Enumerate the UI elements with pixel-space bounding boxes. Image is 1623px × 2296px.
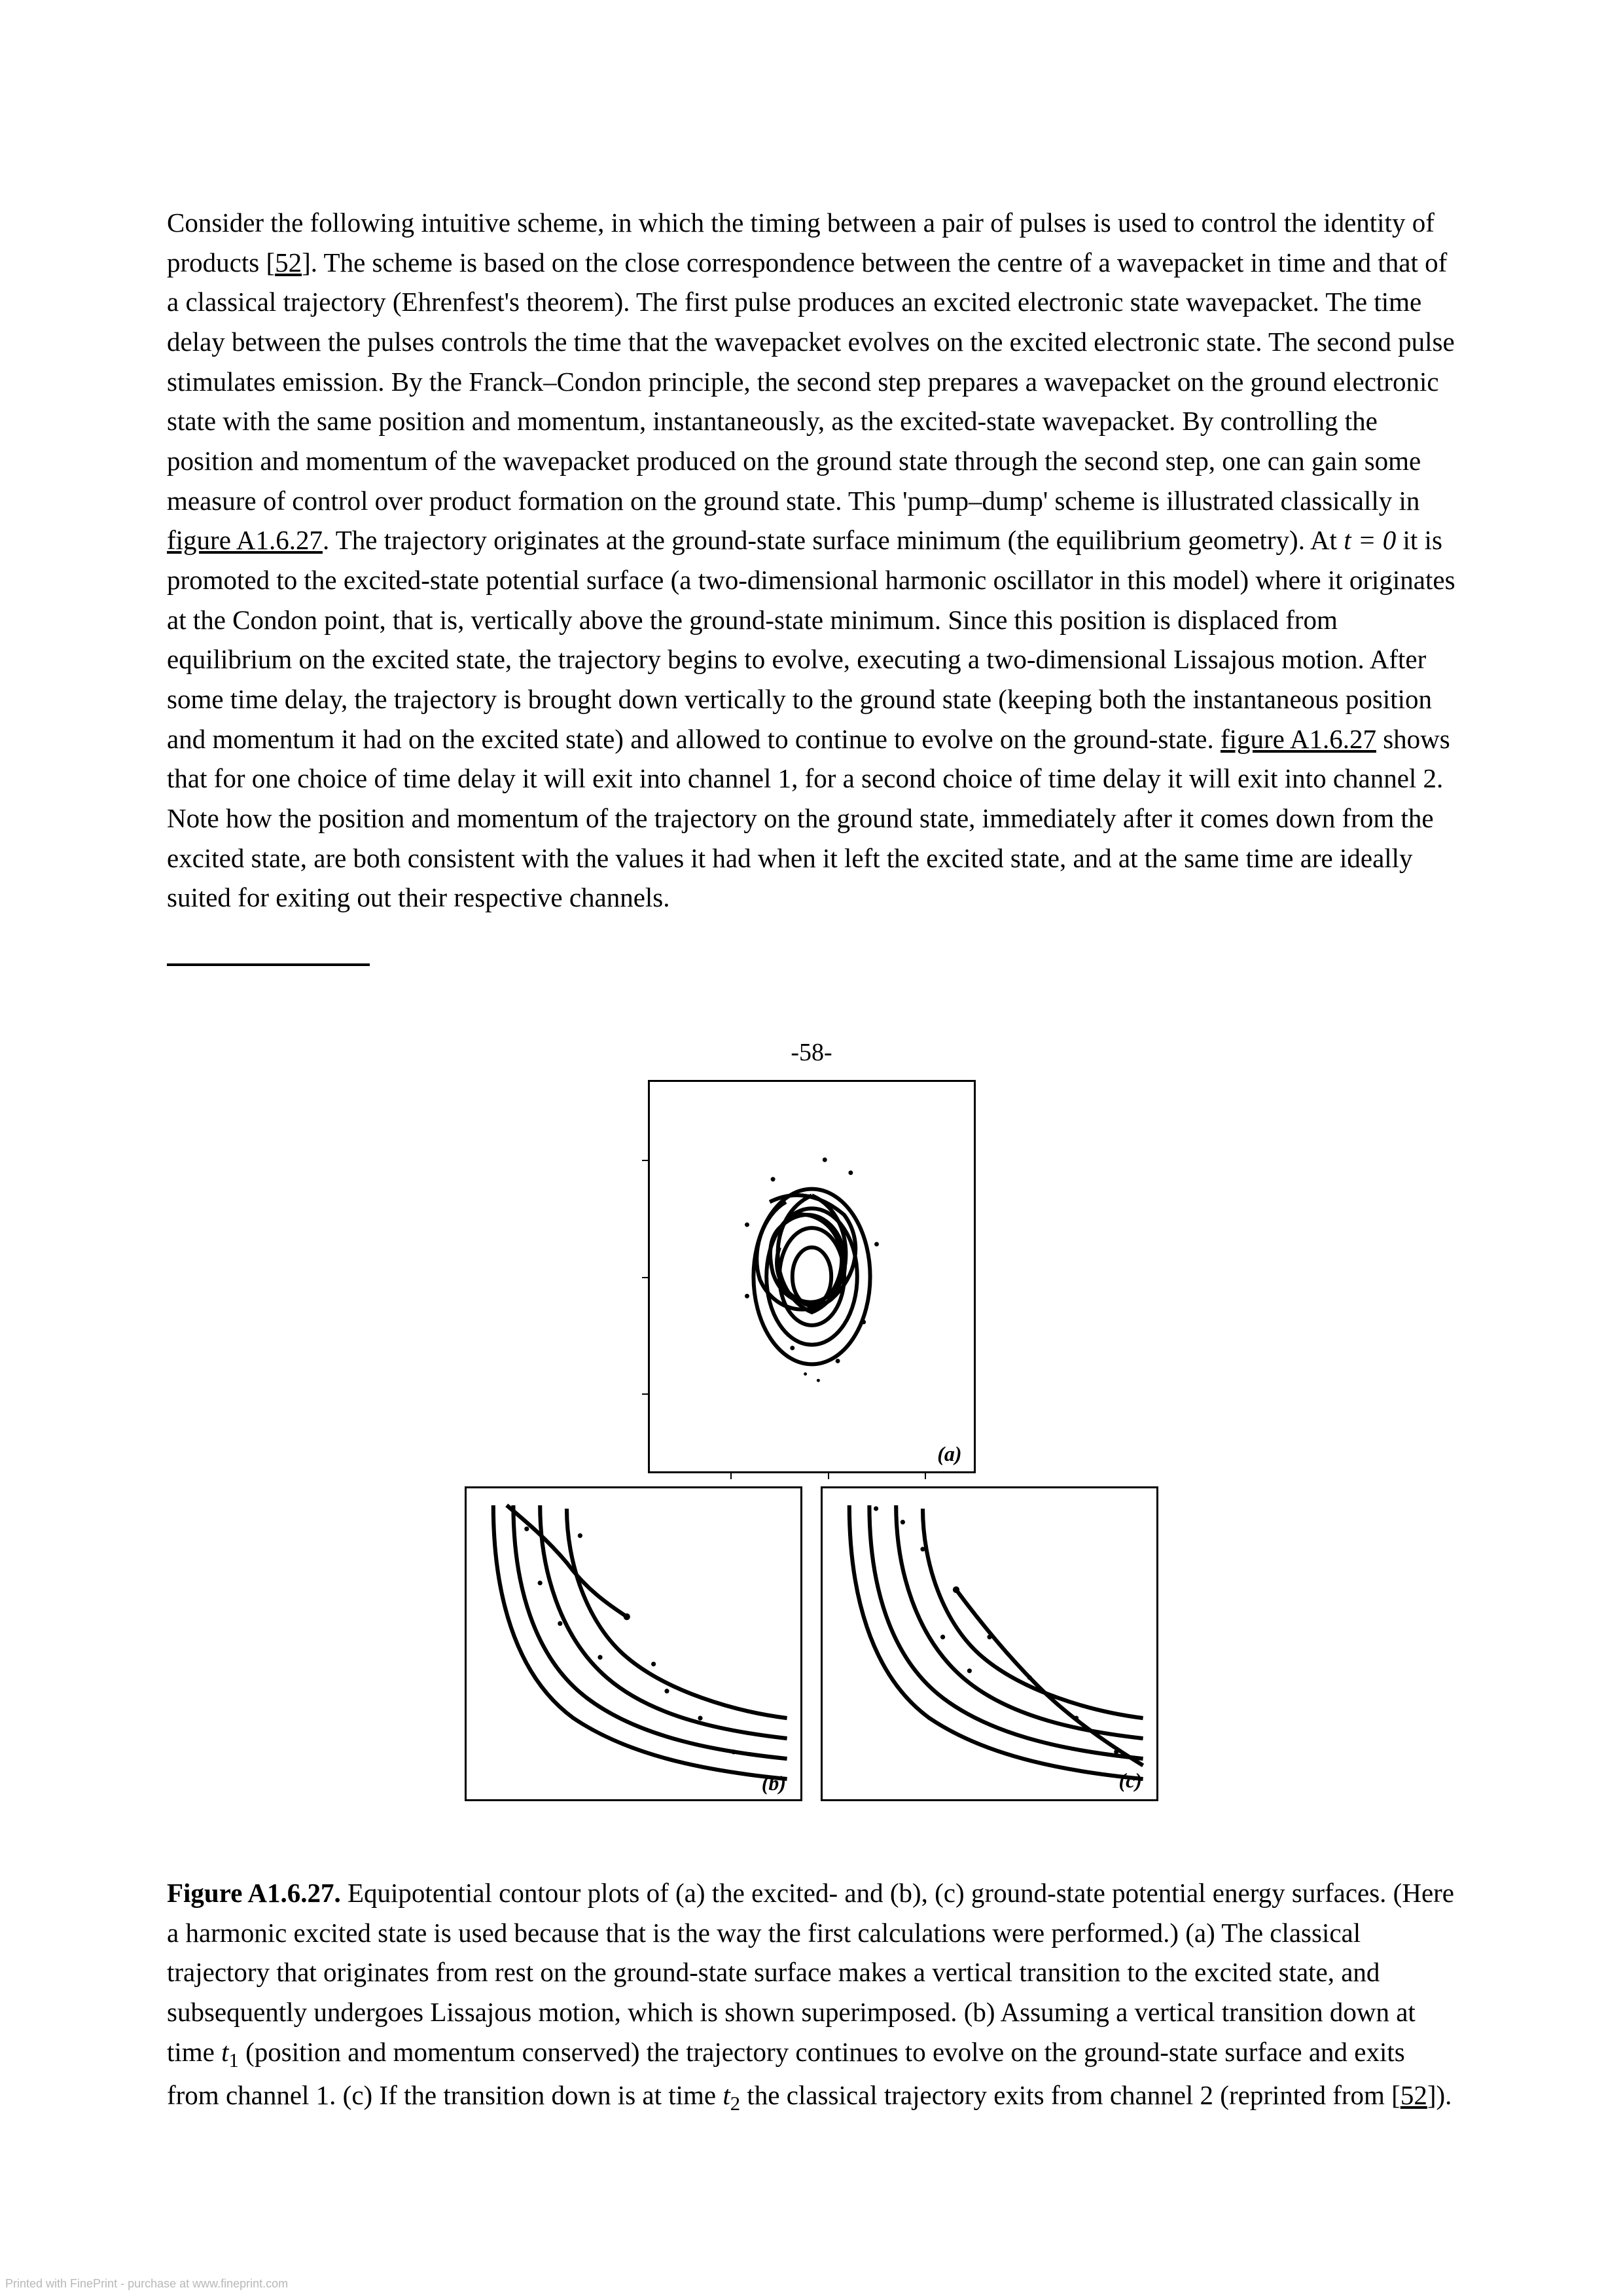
caption-sub: 2 [730, 2093, 740, 2115]
panel-label-c: (c) [1118, 1768, 1142, 1793]
para-text: . The trajectory originates at the groun… [323, 525, 1344, 555]
figure-ref-link[interactable]: figure A1.6.27 [167, 525, 323, 555]
caption-sub: 1 [229, 2049, 239, 2072]
section-divider [167, 963, 370, 966]
caption-lead: Figure A1.6.27. [167, 1878, 341, 1908]
caption-text: the classical trajectory exits from chan… [740, 2080, 1400, 2110]
footer-watermark: Printed with FinePrint - purchase at www… [5, 2277, 288, 2291]
main-paragraph: Consider the following intuitive scheme,… [167, 203, 1456, 918]
caption-text: ]). [1427, 2080, 1452, 2110]
caption-var: t [221, 2037, 228, 2067]
inline-equation: t = 0 [1344, 525, 1396, 555]
citation-link[interactable]: 52 [275, 247, 302, 278]
para-text: ]. The scheme is based on the close corr… [167, 247, 1455, 516]
figure-ref-link[interactable]: figure A1.6.27 [1221, 724, 1376, 754]
page-number: -58- [167, 1038, 1456, 1067]
caption-var: t [722, 2080, 730, 2110]
figure-panel-a: (a) [648, 1080, 976, 1473]
panel-label-a: (a) [937, 1442, 961, 1466]
figure-caption: Figure A1.6.27. Equipotential contour pl… [167, 1873, 1456, 2119]
figure-panel-b: (b) [465, 1486, 802, 1801]
figure-container: (a) [167, 1080, 1456, 1801]
para-text: it is promoted to the excited-state pote… [167, 525, 1455, 753]
panel-label-b: (b) [762, 1771, 786, 1795]
citation-link[interactable]: 52 [1400, 2080, 1427, 2110]
figure-panel-c: (c) [821, 1486, 1158, 1801]
